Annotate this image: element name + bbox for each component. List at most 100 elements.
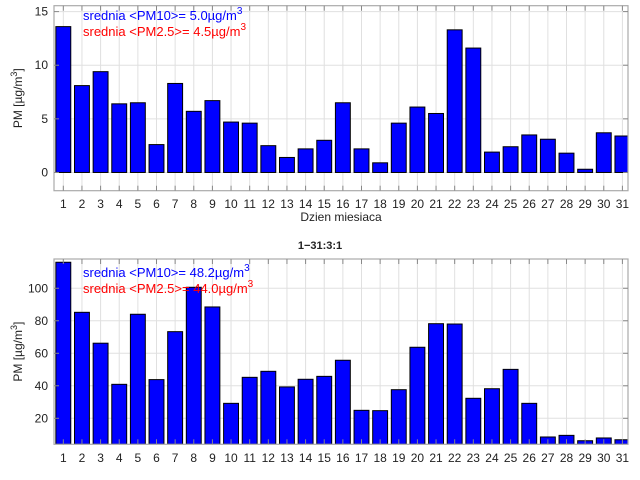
bar-day-4 xyxy=(111,383,128,445)
x-tick-label: 25 xyxy=(504,451,518,465)
x-tick-label: 28 xyxy=(560,197,574,211)
x-tick-label: 18 xyxy=(373,451,387,465)
x-tick-label: 25 xyxy=(504,197,518,211)
x-tick-label: 19 xyxy=(392,197,406,211)
x-tick-label: 11 xyxy=(243,197,256,211)
annotation-pm10: srednia <PM10>= 5.0µg/m3 xyxy=(83,6,243,23)
x-tick-label: 27 xyxy=(541,197,555,211)
x-tick-label: 29 xyxy=(578,451,592,465)
bar-day-9 xyxy=(204,306,221,445)
bar-day-13 xyxy=(279,386,295,445)
x-tick-label: 28 xyxy=(560,451,574,465)
y-tick-label: 15 xyxy=(35,5,49,19)
x-tick-label: 5 xyxy=(135,451,142,465)
chart-2: 1 2 3 4 5 6 7 8 9 10 11 12 13 14 15 16 17 18 19 20 21 22 23 24 2… xyxy=(9,240,629,465)
x-tick-label: 19 xyxy=(392,451,406,465)
y-tick-label: 60 xyxy=(35,346,49,360)
bar-day-17 xyxy=(353,148,370,173)
x-tick-label: 11 xyxy=(243,451,256,465)
annotation-sup: 3 xyxy=(248,279,254,290)
x-tick-label: 6 xyxy=(153,197,160,211)
bar-day-8 xyxy=(185,286,202,445)
y-tick-label: 10 xyxy=(35,58,49,72)
x-tick-label: 10 xyxy=(224,197,238,211)
bar-day-16 xyxy=(334,359,351,445)
annotation-text: srednia <PM2.5>= 44.0µg/m xyxy=(83,281,248,296)
bar-day-14 xyxy=(297,378,314,445)
x-tick-label: 14 xyxy=(299,197,313,211)
annotation-pm25: srednia <PM2.5>= 4.5µg/m3 xyxy=(83,22,246,39)
bar-day-11 xyxy=(241,122,258,173)
y-axis-label-sup: 3 xyxy=(9,325,19,330)
bar-day-20 xyxy=(409,106,426,173)
bar-day-6 xyxy=(148,144,165,173)
x-tick-label: 29 xyxy=(578,197,592,211)
x-tick-label: 12 xyxy=(262,451,276,465)
bar-day-25 xyxy=(502,368,519,445)
y-axis-label-end: ] xyxy=(11,68,25,71)
bar-day-2 xyxy=(74,311,90,445)
bar-day-7 xyxy=(167,331,184,445)
bar-day-10 xyxy=(223,121,240,173)
bar-day-20 xyxy=(409,346,426,445)
x-tick-label: 1 xyxy=(60,451,67,465)
y-tick-label: 0 xyxy=(41,165,48,179)
annotation-sup: 3 xyxy=(237,6,243,17)
bar-day-18 xyxy=(372,410,389,445)
bar-day-31 xyxy=(614,135,628,173)
annotation-sup: 3 xyxy=(244,263,250,274)
bar-day-7 xyxy=(167,82,184,173)
x-tick-label: 8 xyxy=(190,451,197,465)
x-tick-label: 6 xyxy=(153,451,160,465)
y-tick-label: 100 xyxy=(28,281,48,295)
y-axis-label-base: PM [µg/m xyxy=(11,77,25,129)
bar-day-28 xyxy=(558,152,575,173)
bar-day-11 xyxy=(241,376,258,445)
y-axis-label: PM [µg/m3] xyxy=(9,322,25,382)
bar-day-22 xyxy=(446,29,463,173)
x-tick-label: 23 xyxy=(467,451,481,465)
bar-day-12 xyxy=(260,145,277,173)
y-tick-label: 5 xyxy=(41,112,48,126)
annotation-pm25: srednia <PM2.5>= 44.0µg/m3 xyxy=(83,279,254,296)
bar-day-4 xyxy=(111,103,128,173)
x-tick-label: 24 xyxy=(485,451,499,465)
x-tick-label: 30 xyxy=(597,197,611,211)
bar-day-30 xyxy=(595,132,612,173)
x-tick-label: 27 xyxy=(541,451,555,465)
x-tick-label: 4 xyxy=(116,197,123,211)
x-tick-label: 16 xyxy=(336,451,350,465)
x-tick-label: 8 xyxy=(190,197,197,211)
x-tick-label: 2 xyxy=(79,451,86,465)
bar-day-3 xyxy=(92,342,109,445)
x-tick-label: 10 xyxy=(224,451,238,465)
axes-box xyxy=(53,258,629,445)
annotation-text: srednia <PM10>= 5.0µg/m xyxy=(83,8,237,23)
bar-day-23 xyxy=(465,47,482,173)
x-tick-label: 3 xyxy=(97,197,104,211)
bar-day-21 xyxy=(428,323,445,445)
bar-day-24 xyxy=(484,151,500,173)
x-tick-label: 22 xyxy=(448,197,462,211)
bar-day-15 xyxy=(316,139,333,173)
bar-day-18 xyxy=(372,162,389,173)
x-tick-label: 20 xyxy=(411,451,425,465)
bars xyxy=(55,26,628,173)
axes-box xyxy=(53,5,629,192)
x-tick-label: 3 xyxy=(97,451,104,465)
bar-day-25 xyxy=(502,146,519,173)
x-tick-label: 31 xyxy=(616,197,630,211)
x-tick-label: 2 xyxy=(79,197,86,211)
x-tick-label: 5 xyxy=(135,197,142,211)
x-tick-label: 1 xyxy=(60,197,67,211)
y-axis-label-base: PM [µg/m xyxy=(11,330,25,382)
bar-day-13 xyxy=(279,156,295,173)
bar-day-2 xyxy=(74,85,90,173)
bar-day-21 xyxy=(428,112,445,173)
x-tick-label: 17 xyxy=(355,197,369,211)
bar-day-19 xyxy=(390,122,407,173)
x-tick-label: 15 xyxy=(318,197,332,211)
x-tick-label: 14 xyxy=(299,451,313,465)
bar-day-26 xyxy=(521,402,538,445)
